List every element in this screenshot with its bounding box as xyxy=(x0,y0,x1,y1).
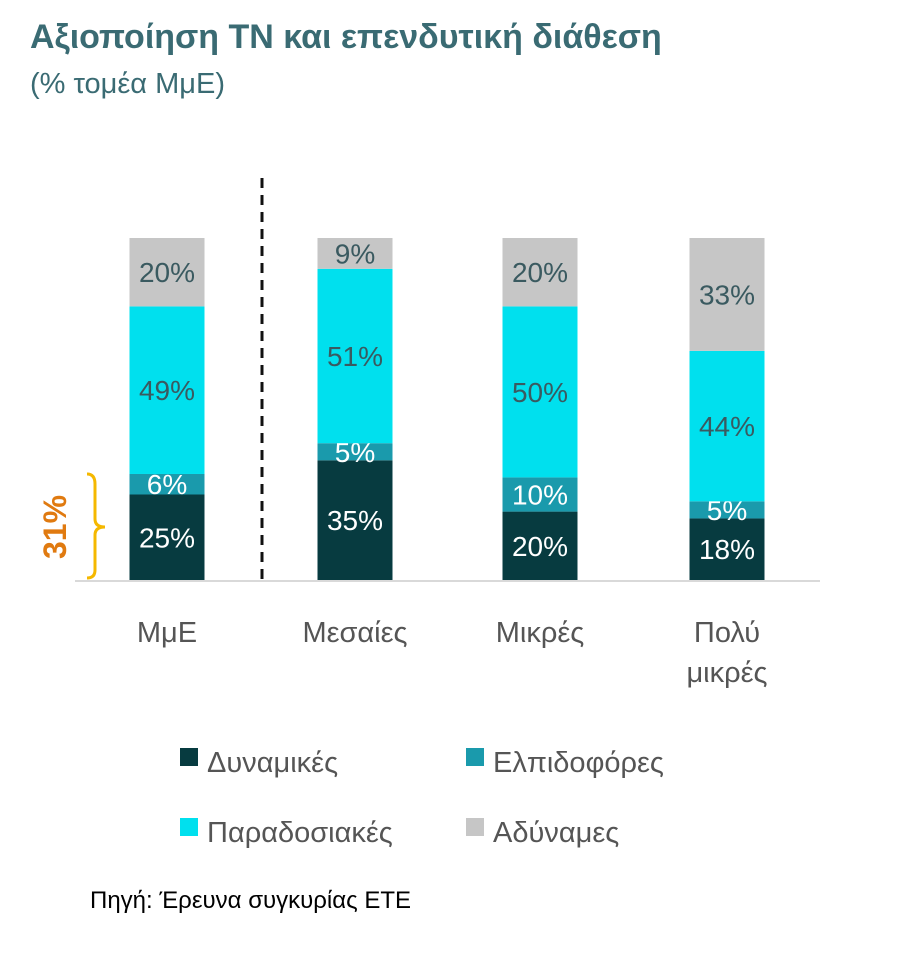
bar-segment-elpidoforoi-3 xyxy=(689,501,765,519)
category-label-3: μικρές xyxy=(686,657,767,689)
data-label-adynames-1: 9% xyxy=(335,238,375,269)
chart-title: Αξιοποίηση ΤΝ και επενδυτική διάθεση xyxy=(30,18,662,56)
data-label-dynamikes-1: 35% xyxy=(327,505,383,536)
data-label-adynames-0: 20% xyxy=(139,257,195,288)
stacked-bar-chart: 25%6%49%20%35%5%51%9%20%10%50%20%18%5%44… xyxy=(37,178,820,849)
data-label-paradosiakes-1: 51% xyxy=(327,341,383,372)
data-label-paradosiakes-3: 44% xyxy=(699,411,755,442)
bar-segment-adynames-1 xyxy=(317,238,393,269)
bar-segment-dynamikes-2 xyxy=(502,511,578,580)
bar-segment-dynamikes-0 xyxy=(129,494,205,580)
category-label-2: Μικρές xyxy=(496,617,585,649)
data-label-dynamikes-0: 25% xyxy=(139,522,195,553)
category-label-3: Πολύ xyxy=(694,617,760,649)
bar-segment-elpidoforoi-2 xyxy=(502,477,578,512)
legend-swatch-paradosiakes xyxy=(180,818,198,836)
data-label-dynamikes-2: 20% xyxy=(512,531,568,562)
bar-segment-elpidoforoi-0 xyxy=(129,473,205,495)
bar-segment-dynamikes-1 xyxy=(317,460,393,580)
category-label-0: ΜμΕ xyxy=(137,617,197,649)
bar-segment-paradosiakes-1 xyxy=(317,268,393,444)
bar-segment-paradosiakes-2 xyxy=(502,306,578,478)
legend-label-elpidoforoi: Ελπιδοφόρες xyxy=(493,747,664,779)
legend-label-adynames: Αδύναμες xyxy=(493,817,619,849)
category-label-1: Μεσαίες xyxy=(302,617,407,649)
bar-segment-adynames-0 xyxy=(129,238,205,307)
bracket-annotation xyxy=(86,472,106,580)
bar-segment-paradosiakes-0 xyxy=(129,306,205,474)
data-label-adynames-3: 33% xyxy=(699,279,755,310)
bar-segment-adynames-2 xyxy=(502,238,578,307)
data-label-elpidoforoi-2: 10% xyxy=(512,480,568,511)
legend-swatch-adynames xyxy=(466,818,484,836)
data-label-adynames-2: 20% xyxy=(512,257,568,288)
bar-segment-paradosiakes-3 xyxy=(689,350,765,502)
legend-swatch-elpidoforoi xyxy=(466,748,484,766)
bar-segment-elpidoforoi-1 xyxy=(317,443,393,461)
bracket-label: 31% xyxy=(37,495,73,559)
data-label-dynamikes-3: 18% xyxy=(699,534,755,565)
data-label-paradosiakes-2: 50% xyxy=(512,377,568,408)
legend-swatch-dynamikes xyxy=(180,748,198,766)
bar-segment-dynamikes-3 xyxy=(689,518,765,580)
chart-subtitle: (% τομέα ΜμΕ) xyxy=(30,68,225,100)
legend-label-dynamikes: Δυναμικές xyxy=(207,747,338,779)
data-label-elpidoforoi-0: 6% xyxy=(147,469,187,500)
source-note: Πηγή: Έρευνα συγκυρίας ΕΤΕ xyxy=(90,887,412,914)
data-label-paradosiakes-0: 49% xyxy=(139,375,195,406)
bar-segment-adynames-3 xyxy=(689,238,765,351)
legend-label-paradosiakes: Παραδοσιακές xyxy=(207,817,393,849)
